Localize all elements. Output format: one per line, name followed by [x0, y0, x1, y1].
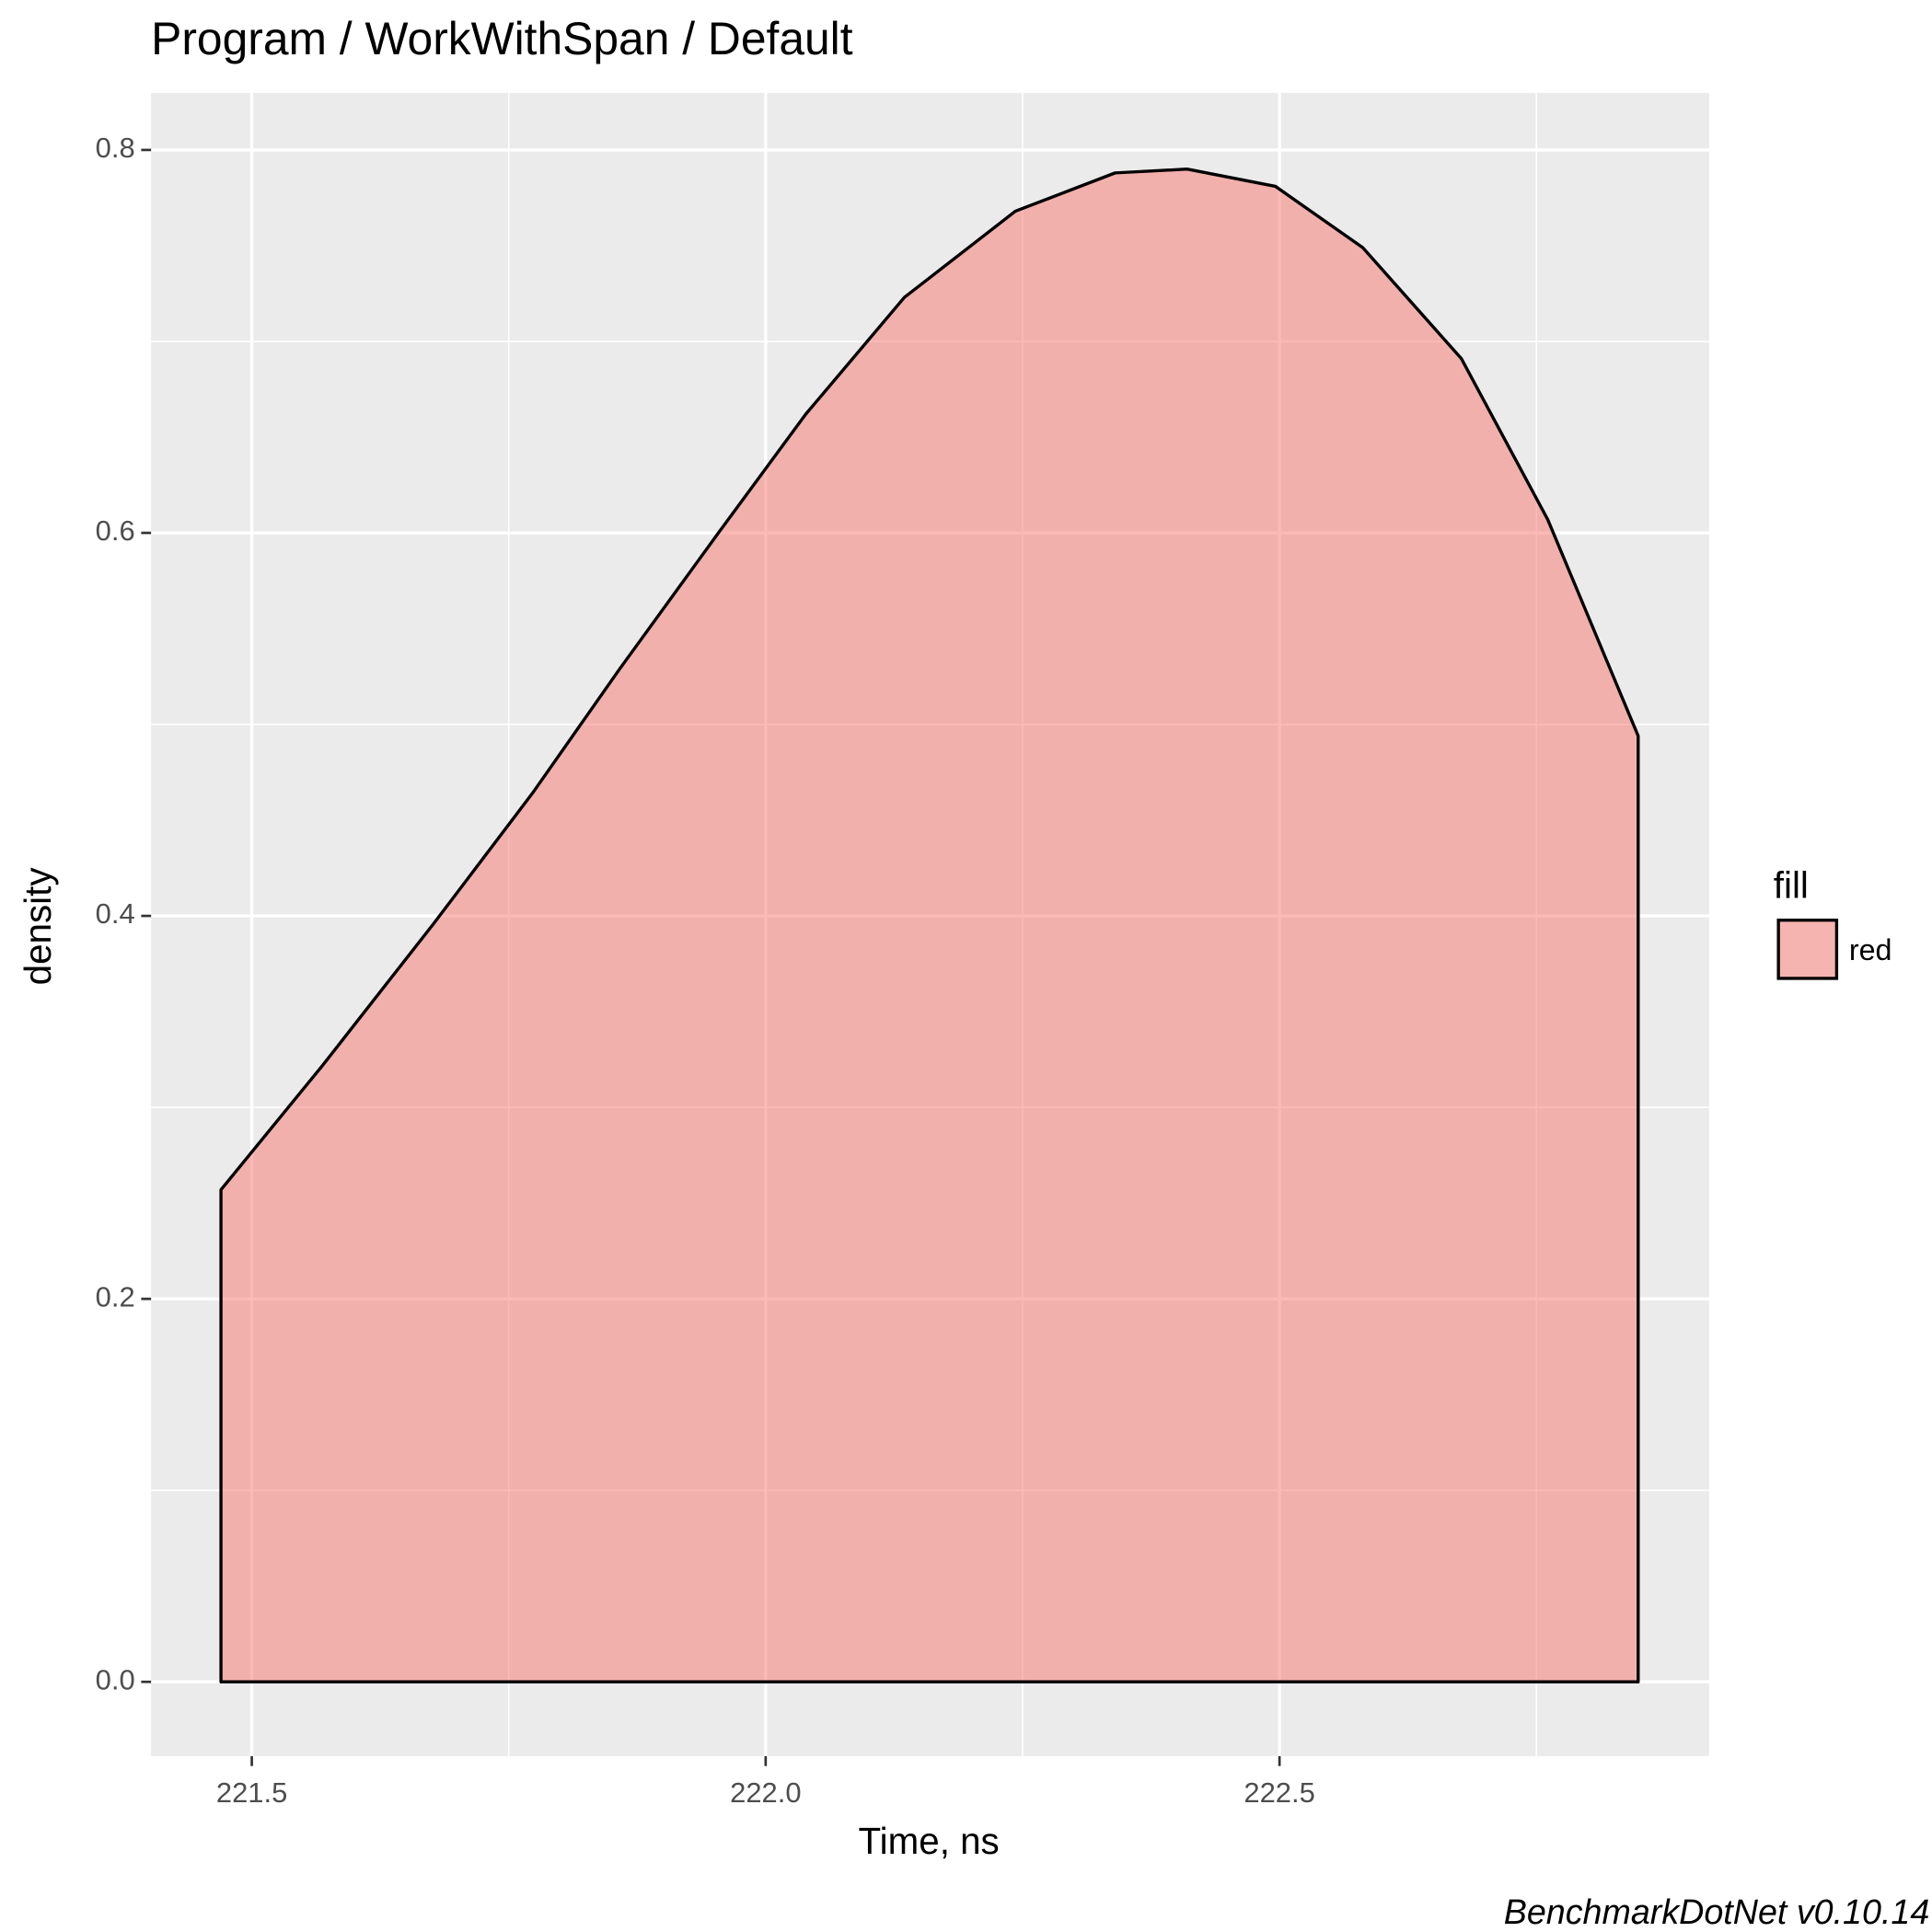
- x-tick-label: 222.0: [730, 1776, 801, 1809]
- y-tick-label: 0.4: [96, 897, 135, 930]
- axes: 221.5 222.0 222.5 0.0 0.2 0.4 0.6 0.8: [96, 132, 1315, 1809]
- legend-label: red: [1849, 933, 1892, 966]
- chart-title: Program / WorkWithSpan / Default: [151, 13, 853, 64]
- legend-swatch: [1776, 919, 1839, 980]
- x-tick-label: 221.5: [216, 1776, 287, 1809]
- density-area: [219, 168, 1640, 1683]
- y-tick-label: 0.6: [96, 515, 135, 547]
- x-axis-title: Time, ns: [859, 1820, 1000, 1862]
- y-tick-label: 0.2: [96, 1280, 135, 1313]
- caption: BenchmarkDotNet v0.10.14: [1504, 1892, 1930, 1931]
- legend-title: fill: [1774, 863, 1809, 906]
- marks: [219, 168, 1640, 1683]
- y-tick-label: 0.0: [96, 1663, 135, 1695]
- y-tick-label: 0.8: [96, 132, 135, 164]
- legend: fill red: [1774, 863, 1892, 980]
- y-axis-title: density: [17, 867, 59, 986]
- x-tick-label: 222.5: [1244, 1776, 1314, 1809]
